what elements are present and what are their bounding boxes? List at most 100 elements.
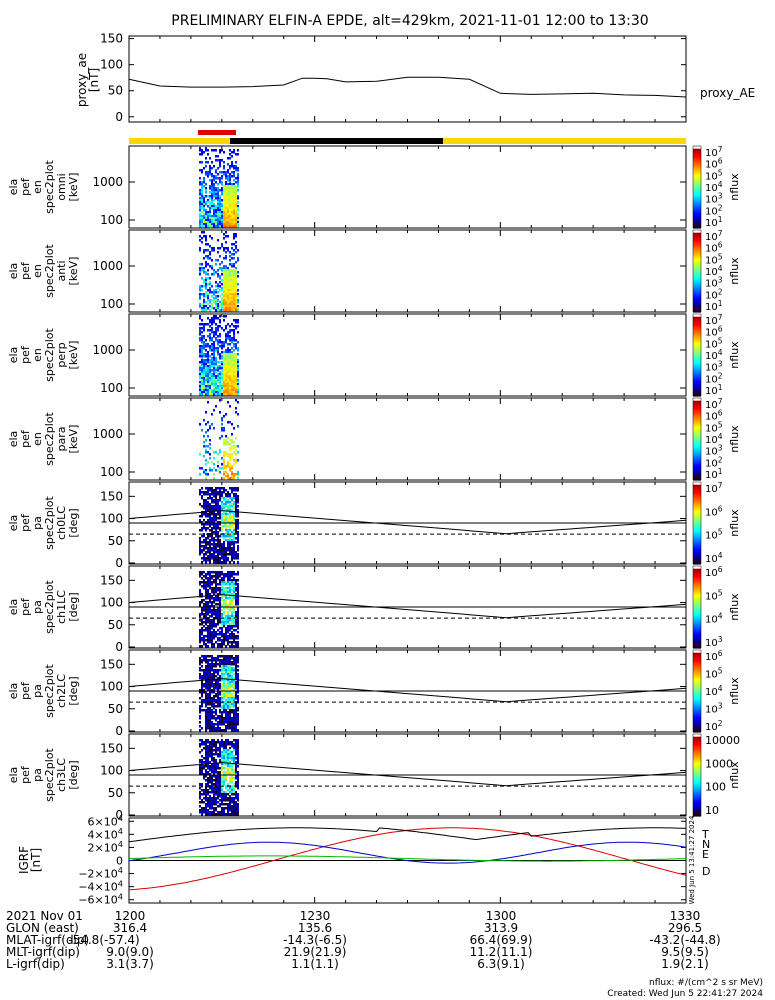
spectrogram-cell bbox=[201, 599, 203, 602]
spectrogram-cell bbox=[219, 379, 221, 382]
colorbar-cell bbox=[693, 477, 701, 480]
spectrogram-cell bbox=[211, 639, 213, 642]
spectrogram-cell bbox=[211, 187, 213, 190]
spectrogram-cell bbox=[233, 579, 235, 582]
spectrogram-cell bbox=[233, 699, 235, 702]
spectrogram-cell bbox=[233, 791, 235, 794]
spectrogram-cell bbox=[205, 581, 207, 584]
spectrogram-cell bbox=[221, 583, 223, 586]
spectrogram-cell bbox=[231, 787, 233, 790]
spectrogram-cell bbox=[235, 385, 237, 388]
spectrogram-cell bbox=[205, 761, 207, 764]
colorbar-cell bbox=[693, 730, 701, 733]
spectrogram-cell bbox=[213, 675, 215, 678]
y-tick-label: 1000 bbox=[92, 259, 123, 273]
spectrogram-cell bbox=[215, 369, 217, 372]
spectrogram-cell bbox=[213, 507, 215, 510]
spectrogram-cell bbox=[223, 759, 225, 762]
spectrogram-cell bbox=[213, 599, 215, 602]
spectrogram-cell bbox=[207, 669, 209, 672]
spectrogram-cell bbox=[225, 575, 227, 578]
spectrogram-cell bbox=[225, 299, 227, 302]
spectrogram-cell bbox=[215, 727, 217, 730]
spectrogram-cell bbox=[231, 655, 233, 658]
spectrogram-cell bbox=[207, 559, 209, 562]
spectrogram-cell bbox=[237, 745, 239, 748]
spectrogram-cell bbox=[211, 661, 213, 664]
colorbar-cell bbox=[693, 528, 701, 531]
y-axis-label: [deg] bbox=[67, 592, 80, 621]
spectrogram-cell bbox=[205, 729, 207, 732]
spectrogram-cell bbox=[207, 547, 209, 550]
spectrogram-cell bbox=[223, 793, 225, 796]
spectrogram-cell bbox=[215, 797, 217, 800]
spectrogram-cell bbox=[221, 715, 223, 718]
spectrogram-cell bbox=[237, 625, 239, 628]
spectrogram-cell bbox=[211, 701, 213, 704]
spectrogram-cell bbox=[199, 289, 201, 292]
spectrogram-cell bbox=[223, 505, 225, 508]
y-tick-label: 100 bbox=[100, 465, 123, 479]
spectrogram-cell bbox=[207, 593, 209, 596]
spectrogram-cell bbox=[233, 689, 235, 692]
spectrogram-cell bbox=[231, 727, 233, 730]
colorbar-cell bbox=[693, 176, 701, 179]
spectrogram-cell bbox=[217, 239, 219, 242]
spectrogram-cell bbox=[211, 537, 213, 540]
spectrogram-cell bbox=[217, 339, 219, 342]
spectrogram-cell bbox=[211, 727, 213, 730]
spectrogram-cell bbox=[223, 503, 225, 506]
spectrogram-cell bbox=[223, 803, 225, 806]
spectrogram-cell bbox=[209, 345, 211, 348]
colorbar-frame bbox=[692, 649, 702, 733]
spectrogram-cell bbox=[207, 717, 209, 720]
spectrogram-cell bbox=[203, 271, 205, 274]
spectrogram-cell bbox=[207, 789, 209, 792]
spectrogram-cell bbox=[207, 797, 209, 800]
spectrogram-cell bbox=[217, 295, 219, 298]
spectrogram-cell bbox=[201, 199, 203, 202]
spectrogram-cell bbox=[207, 173, 209, 176]
spectrogram-cell bbox=[227, 695, 229, 698]
spectrogram-cell bbox=[233, 577, 235, 580]
spectrogram-cell bbox=[203, 299, 205, 302]
spectrogram-cell bbox=[201, 577, 203, 580]
spectrogram-cell bbox=[223, 213, 225, 216]
spectrogram-cell bbox=[221, 175, 223, 178]
spectrogram-cell bbox=[201, 695, 203, 698]
spectrogram-cell bbox=[221, 389, 223, 392]
spectrogram-cell bbox=[229, 477, 231, 480]
colorbar-cell bbox=[693, 196, 701, 199]
spectrogram-cell bbox=[209, 659, 211, 662]
spectrogram-cell bbox=[211, 711, 213, 714]
spectrogram-cell bbox=[211, 305, 213, 308]
spectrogram-cell bbox=[205, 493, 207, 496]
spectrogram-cell bbox=[213, 537, 215, 540]
spectrogram-cell bbox=[215, 387, 217, 390]
spectrogram-cell bbox=[229, 205, 231, 208]
spectrogram-cell bbox=[233, 223, 235, 226]
spectrogram-cell bbox=[207, 557, 209, 560]
spectrogram-cell bbox=[225, 377, 227, 380]
spectrogram-cell bbox=[215, 391, 217, 394]
spectrogram-cell bbox=[211, 349, 213, 352]
spectrogram-cell bbox=[235, 797, 237, 800]
spectrogram-cell bbox=[219, 263, 221, 266]
spectrogram-cell bbox=[229, 693, 231, 696]
colorbar-tick-label: 104 bbox=[705, 684, 723, 698]
spectrogram-cell bbox=[231, 299, 233, 302]
spectrogram-cell bbox=[231, 709, 233, 712]
spectrogram-cell bbox=[215, 695, 217, 698]
spectrogram-cell bbox=[209, 575, 211, 578]
spectrogram-cell bbox=[207, 719, 209, 722]
spectrogram-cell bbox=[229, 207, 231, 210]
spectrogram-cell bbox=[221, 303, 223, 306]
spectrogram-cell bbox=[221, 589, 223, 592]
spectrogram-cell bbox=[207, 703, 209, 706]
spectrogram-cell bbox=[233, 639, 235, 642]
colorbar-tick-label: 106 bbox=[705, 409, 723, 423]
colorbar-cell bbox=[693, 633, 701, 635]
spectrogram-cell bbox=[231, 477, 233, 480]
spectrogram-cell bbox=[203, 547, 205, 550]
spectrogram-cell bbox=[221, 595, 223, 598]
